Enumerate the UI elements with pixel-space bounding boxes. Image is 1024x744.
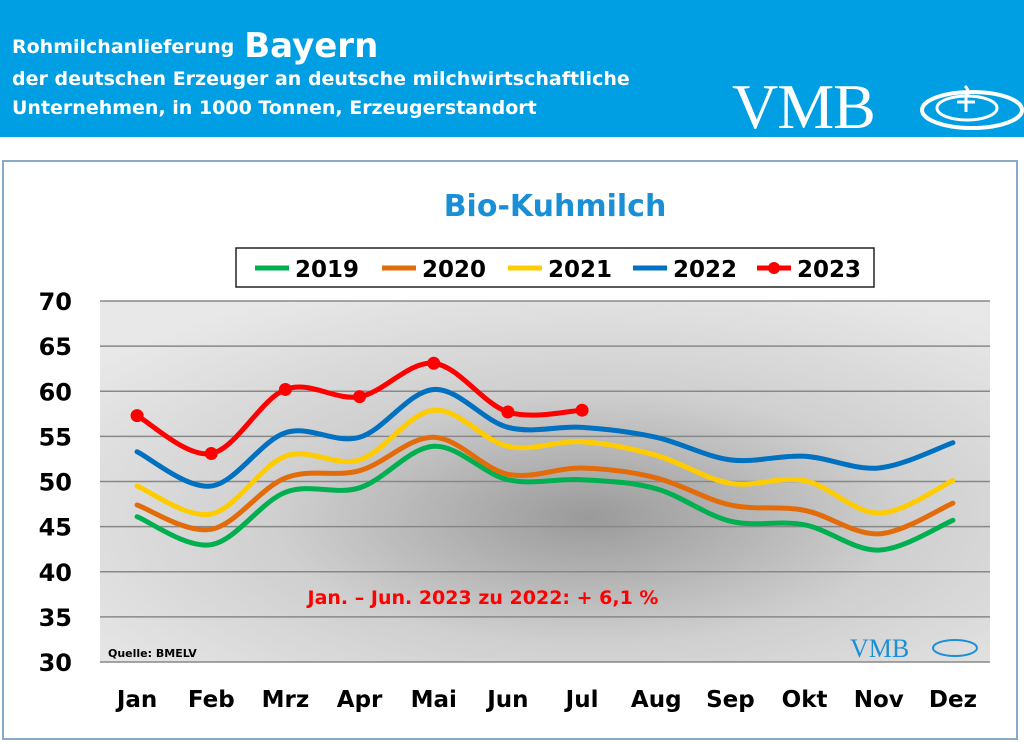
y-tick-label: 30	[39, 649, 72, 677]
header-banner: Rohmilchanlieferung Bayern der deutschen …	[0, 0, 1024, 142]
x-tick-label: Jun	[485, 687, 528, 713]
y-tick-label: 50	[39, 469, 72, 497]
header-line2: der deutschen Erzeuger an deutsche milch…	[12, 68, 630, 90]
header-line3: Unternehmen, in 1000 Tonnen, Erzeugersta…	[12, 97, 537, 119]
y-tick-label: 55	[39, 423, 72, 451]
vmb-logo-swirl-icon	[920, 84, 1024, 130]
legend-label-2022: 2022	[673, 257, 737, 283]
x-tick-label: Sep	[706, 687, 755, 713]
y-tick-label: 60	[39, 378, 72, 406]
data-point-2023	[427, 356, 441, 370]
legend-label-2023: 2023	[797, 257, 861, 283]
y-tick-label: 70	[39, 288, 72, 316]
annotation: Jan. – Jun. 2023 zu 2022: + 6,1 %	[306, 587, 659, 609]
series-line-2022	[134, 386, 956, 489]
header-title: Rohmilchanlieferung	[12, 36, 235, 58]
series-line-2021	[134, 407, 956, 518]
x-tick-label: Jul	[564, 687, 599, 713]
legend-marker-2023	[768, 262, 780, 274]
x-tick-label: Apr	[337, 687, 383, 713]
small-vmb-swirl-icon	[932, 639, 978, 657]
chart-title: Bio-Kuhmilch	[444, 189, 667, 224]
x-tick-label: Okt	[782, 687, 828, 713]
data-point-2023	[130, 409, 144, 423]
data-point-2023	[278, 382, 292, 396]
legend-label-2019: 2019	[295, 257, 359, 283]
data-point-2023	[501, 405, 515, 419]
vmb-logo: VMB	[732, 70, 1024, 144]
y-tick-label: 65	[39, 333, 72, 361]
data-point-2023	[353, 390, 367, 404]
x-tick-label: Nov	[854, 687, 904, 713]
series-line-2020	[134, 434, 956, 537]
x-tick-label: Jan	[115, 687, 157, 713]
data-point-2023	[575, 403, 589, 417]
x-tick-label: Feb	[188, 687, 235, 713]
legend-label-2020: 2020	[422, 257, 486, 283]
y-tick-label: 35	[39, 604, 72, 632]
chart-frame	[2, 160, 1018, 740]
legend-label-2021: 2021	[548, 257, 612, 283]
x-tick-label: Mrz	[262, 687, 310, 713]
x-tick-label: Dez	[929, 687, 977, 713]
x-tick-label: Mai	[411, 687, 457, 713]
series-line-2019	[134, 443, 956, 553]
y-tick-label: 45	[39, 514, 72, 542]
data-point-2023	[204, 447, 218, 461]
x-tick-label: Aug	[631, 687, 682, 713]
header-region: Bayern	[244, 26, 379, 66]
small-vmb-logo: VMB	[850, 634, 909, 663]
y-tick-label: 40	[39, 559, 72, 587]
header-line1: Rohmilchanlieferung Bayern	[12, 22, 378, 66]
source-label: Quelle: BMELV	[108, 647, 197, 660]
